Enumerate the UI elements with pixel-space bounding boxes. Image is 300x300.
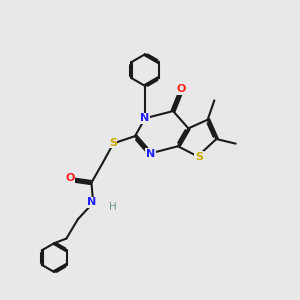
Text: O: O [65,173,74,183]
Text: S: S [109,138,117,148]
Text: N: N [146,149,155,159]
Text: O: O [176,84,186,94]
Text: N: N [87,197,96,207]
Text: S: S [195,152,203,162]
Text: N: N [140,113,149,123]
Text: H: H [109,202,117,212]
